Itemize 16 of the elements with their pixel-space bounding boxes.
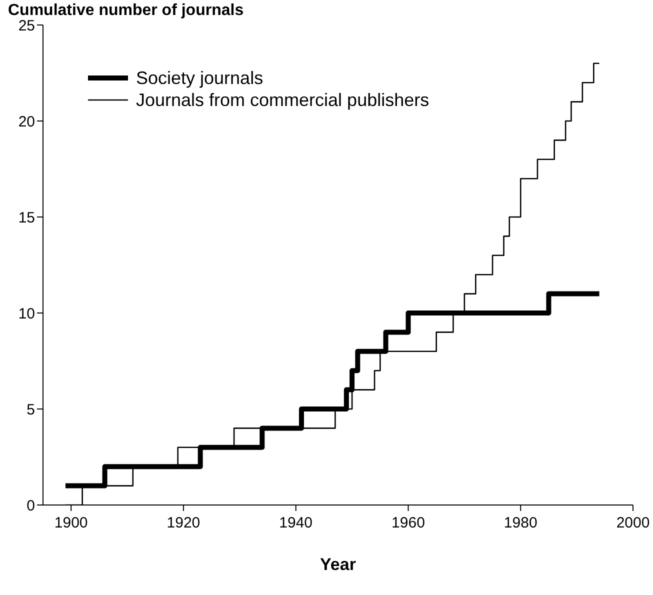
x-tick-label: 2000 [616, 514, 650, 532]
y-tick-label: 10 [18, 305, 35, 322]
y-tick-label: 15 [18, 209, 35, 226]
x-tick-label: 1920 [166, 514, 200, 532]
x-tick-label: 1900 [54, 514, 88, 532]
x-axis-title: Year [320, 555, 356, 574]
y-tick-label: 20 [18, 113, 35, 130]
legend-label: Society journals [136, 68, 264, 88]
legend-label: Journals from commercial publishers [136, 90, 430, 110]
y-tick-label: 5 [26, 401, 35, 418]
y-tick-label: 0 [26, 497, 35, 514]
y-tick-label: 25 [18, 17, 35, 34]
x-tick-label: 1940 [279, 514, 313, 532]
x-tick-label: 1980 [504, 514, 538, 532]
x-tick-label: 1960 [392, 514, 425, 532]
chart-title: Cumulative number of journals [8, 2, 244, 20]
